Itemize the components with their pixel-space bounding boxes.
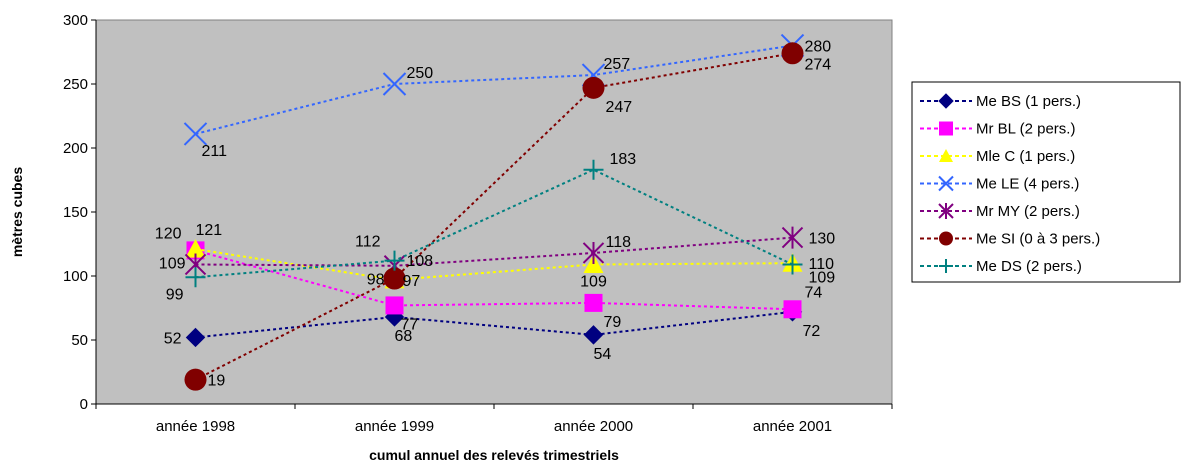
legend-swatch-marker: [938, 93, 954, 109]
series-line: [195, 236, 793, 267]
series-me-ds-2-pers: [185, 159, 803, 288]
plot-area: [95, 19, 893, 405]
data-point-marker: [783, 300, 802, 319]
data-label: 250: [407, 65, 434, 82]
y-axis-title: mètres cubes: [9, 167, 25, 257]
legend: Me BS (1 pers.) Mr BL (2 pers.) Mle C (1 p…: [911, 81, 1181, 283]
data-label: 97: [403, 273, 421, 290]
data-label: 247: [606, 99, 633, 116]
data-label: 108: [407, 253, 434, 270]
data-label: 110: [809, 256, 835, 273]
x-axis-title: cumul annuel des relevés trimestriels: [369, 447, 619, 463]
data-label: 99: [166, 286, 184, 303]
series-line: [195, 249, 793, 311]
legend-item-mr-my-2-pers: Mr MY (2 pers.): [920, 203, 1080, 220]
data-label: 52: [164, 330, 182, 347]
data-point-marker: [382, 72, 407, 96]
x-tick-label: année 2000: [554, 418, 633, 435]
data-point-marker: [383, 267, 406, 290]
legend-box: [911, 81, 1181, 283]
y-tick-label: 250: [63, 76, 88, 93]
y-tick-label: 100: [63, 268, 88, 285]
data-label: 72: [803, 323, 821, 340]
data-label: 109: [159, 255, 186, 272]
data-point-marker: [583, 159, 604, 180]
y-axis: 0 50 100 150 200 250 300: [63, 12, 97, 413]
data-point-marker: [583, 325, 604, 345]
data-label: 54: [594, 346, 612, 363]
y-tick-label: 50: [71, 332, 88, 349]
series-line: [195, 168, 793, 279]
data-point-marker: [781, 226, 804, 249]
legend-item-me-bs-1-pers: Me BS (1 pers.): [920, 93, 1081, 110]
x-tick-label: année 1999: [355, 418, 434, 435]
series-mr-bl-2-pers: [186, 241, 802, 319]
legend-label: Me BS (1 pers.): [976, 93, 1081, 110]
data-label: 109: [580, 273, 607, 290]
data-label: 74: [805, 284, 823, 301]
series-me-si-0-a-3-pers: [184, 42, 804, 391]
legend-label: Mr MY (2 pers.): [976, 203, 1080, 220]
data-label: 211: [202, 143, 228, 160]
legend-label: Mr BL (2 pers.): [976, 121, 1075, 138]
legend-swatch-marker: [939, 121, 953, 136]
data-label: 19: [208, 373, 226, 390]
legend-label: Me LE (4 pers.): [976, 176, 1079, 193]
legend-swatch-marker: [939, 259, 953, 273]
data-label: 112: [355, 234, 381, 251]
series-line: [195, 248, 793, 281]
legend-item-me-ds-2-pers: Me DS (2 pers.): [920, 258, 1082, 275]
data-point-marker: [385, 296, 404, 315]
data-label: 130: [809, 231, 836, 248]
data-label: 274: [805, 56, 832, 73]
data-label: 68: [395, 328, 413, 345]
legend-swatch-marker: [939, 149, 953, 162]
data-label: 183: [610, 151, 637, 168]
data-point-marker: [584, 293, 603, 312]
series-line: [195, 310, 793, 339]
x-tick-label: année 1998: [156, 418, 235, 435]
data-label: 98: [367, 272, 385, 289]
data-point-marker: [781, 42, 804, 65]
y-tick-label: 200: [63, 140, 88, 157]
data-point-marker: [185, 239, 206, 258]
data-label: 79: [604, 314, 622, 331]
legend-item-me-si-0-a-3-pers: Me SI (0 à 3 pers.): [920, 231, 1100, 248]
legend-item-mle-c-1-pers: Mle C (1 pers.): [920, 148, 1075, 165]
legend-label: Mle C (1 pers.): [976, 148, 1075, 165]
x-tick-label: année 2001: [753, 418, 832, 435]
data-point-marker: [183, 122, 208, 146]
series-line: [195, 52, 793, 381]
legend-item-mr-bl-2-pers: Mr BL (2 pers.): [920, 121, 1075, 138]
data-point-marker: [185, 267, 206, 288]
data-point-marker: [185, 327, 206, 348]
series-layer: [183, 33, 805, 391]
data-label: 109: [809, 269, 836, 286]
legend-swatch-marker: [939, 231, 953, 246]
y-tick-label: 300: [63, 12, 88, 29]
data-label: 257: [604, 56, 631, 73]
y-tick-label: 150: [63, 204, 88, 221]
y-tick-label: 0: [80, 396, 88, 413]
data-point-marker: [582, 76, 605, 99]
data-point-marker: [582, 241, 605, 264]
series-line: [195, 44, 793, 135]
data-label: 121: [196, 222, 223, 239]
legend-label: Me DS (2 pers.): [976, 258, 1082, 275]
legend-item-me-le-4-pers: Me LE (4 pers.): [920, 176, 1079, 193]
legend-label: Me SI (0 à 3 pers.): [976, 231, 1100, 248]
data-point-marker: [184, 368, 207, 391]
legend-swatch-marker: [938, 203, 954, 219]
data-label: 120: [155, 225, 182, 242]
data-point-marker: [384, 250, 405, 271]
x-axis: année 1998 année 1999 année 2000 année 2001: [95, 403, 893, 435]
data-label: 280: [805, 39, 832, 56]
data-label: 77: [401, 316, 419, 333]
legend-swatch-marker: [938, 175, 954, 192]
data-label: 118: [606, 234, 632, 251]
data-point-marker: [782, 254, 803, 275]
